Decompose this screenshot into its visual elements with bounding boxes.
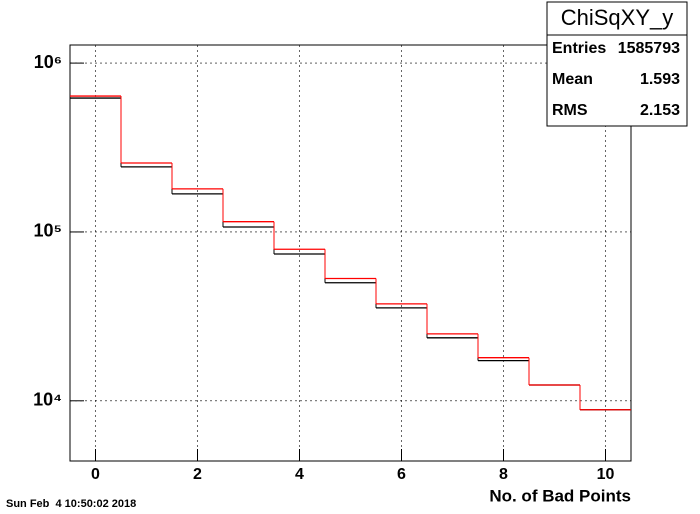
y-tick-label: 10⁵ bbox=[34, 221, 62, 241]
x-tick-label: 10 bbox=[597, 466, 615, 483]
x-tick-label: 0 bbox=[91, 466, 100, 483]
x-tick-label: 8 bbox=[499, 466, 508, 483]
x-tick-label: 4 bbox=[295, 466, 304, 483]
x-axis-label: No. of Bad Points bbox=[489, 486, 631, 505]
stats-box bbox=[546, 1, 688, 127]
y-tick-label: 10⁴ bbox=[33, 390, 62, 410]
stats-label: Entries bbox=[552, 40, 606, 57]
timestamp: Sun Feb 4 10:50:02 2018 bbox=[6, 498, 136, 510]
stats-value: 2.153 bbox=[640, 102, 680, 119]
x-tick-label: 6 bbox=[397, 466, 406, 483]
y-tick-label: 10⁶ bbox=[34, 52, 62, 72]
stats-value: 1.593 bbox=[640, 71, 680, 88]
stats-label: RMS bbox=[552, 102, 588, 119]
plot-frame bbox=[69, 44, 632, 462]
stats-label: Mean bbox=[552, 71, 593, 88]
stats-value: 1585793 bbox=[618, 40, 680, 57]
x-tick-label: 2 bbox=[193, 466, 202, 483]
stats-title: ChiSqXY_y bbox=[561, 5, 674, 30]
